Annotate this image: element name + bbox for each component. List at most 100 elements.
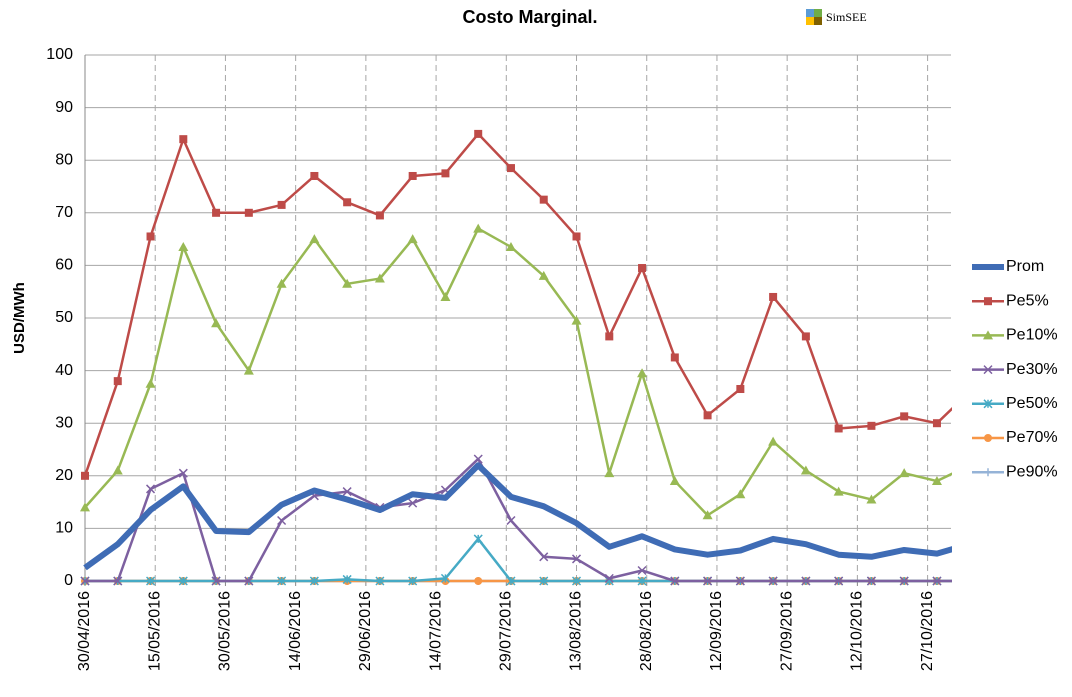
marker xyxy=(834,576,844,586)
marker xyxy=(637,368,648,378)
marker xyxy=(342,487,352,497)
marker xyxy=(244,208,253,217)
marker xyxy=(440,573,450,583)
marker xyxy=(113,377,122,386)
series-line xyxy=(85,537,952,583)
marker xyxy=(178,576,188,586)
marker xyxy=(276,278,287,288)
y-tick-label: 100 xyxy=(46,46,73,63)
series-line xyxy=(84,227,952,517)
marker xyxy=(112,465,123,475)
marker xyxy=(244,576,254,586)
x-tick-label: 29/06/2016 xyxy=(357,591,374,671)
x-tick-label: 27/09/2016 xyxy=(778,591,795,671)
marker xyxy=(342,574,352,584)
x-tick-label: 27/10/2016 xyxy=(919,591,936,671)
legend-label: Pe90% xyxy=(1006,463,1058,480)
marker xyxy=(984,297,992,306)
marker xyxy=(702,510,713,520)
x-tick-label: 30/04/2016 xyxy=(76,591,93,671)
marker xyxy=(178,468,188,478)
marker xyxy=(310,171,319,180)
marker xyxy=(833,486,844,496)
logo-icon xyxy=(806,17,814,25)
marker xyxy=(113,576,123,586)
x-tick-label: 28/08/2016 xyxy=(638,591,655,671)
marker xyxy=(277,576,287,586)
y-tick-label: 80 xyxy=(55,151,73,168)
marker xyxy=(81,471,89,480)
marker xyxy=(571,576,582,586)
y-tick-label: 90 xyxy=(55,99,73,116)
marker xyxy=(441,169,450,178)
marker xyxy=(670,353,679,362)
marker xyxy=(669,476,680,486)
logo: SimSEE xyxy=(806,9,867,25)
marker xyxy=(408,171,417,180)
marker xyxy=(309,234,320,244)
marker xyxy=(506,576,516,586)
marker xyxy=(670,576,680,586)
marker xyxy=(703,411,712,420)
marker xyxy=(146,576,156,586)
marker xyxy=(931,476,942,486)
marker xyxy=(736,385,745,394)
legend-label: Pe10% xyxy=(1006,327,1058,344)
marker xyxy=(473,223,484,233)
x-tick-label: 14/06/2016 xyxy=(287,591,304,671)
marker xyxy=(440,291,451,301)
marker xyxy=(966,577,974,585)
y-tick-label: 70 xyxy=(55,204,73,221)
marker xyxy=(638,264,647,273)
marker xyxy=(212,208,221,217)
marker xyxy=(605,332,614,341)
x-tick-label: 13/08/2016 xyxy=(568,591,585,671)
chart-title: Costo Marginal. xyxy=(462,7,597,27)
marker xyxy=(474,129,483,138)
marker xyxy=(769,292,778,301)
marker xyxy=(572,232,581,241)
marker xyxy=(571,554,582,564)
marker xyxy=(343,198,352,207)
marker xyxy=(146,232,155,241)
marker xyxy=(866,576,876,586)
marker xyxy=(538,270,549,280)
x-tick-label: 12/09/2016 xyxy=(708,591,725,671)
x-tick-label: 14/07/2016 xyxy=(427,591,444,671)
marker xyxy=(984,434,992,442)
marker xyxy=(735,489,746,499)
marker xyxy=(637,565,647,576)
marker xyxy=(867,421,876,430)
marker xyxy=(146,484,156,494)
marker xyxy=(243,365,254,375)
marker xyxy=(637,576,647,586)
logo-icon xyxy=(806,9,814,17)
y-tick-label: 0 xyxy=(64,572,73,589)
marker xyxy=(473,534,483,544)
series-line xyxy=(83,132,952,477)
marker xyxy=(768,436,779,446)
marker xyxy=(506,515,516,526)
marker xyxy=(80,576,90,586)
marker xyxy=(983,330,993,340)
marker xyxy=(703,576,713,586)
marker xyxy=(834,424,843,433)
legend-label: Pe50% xyxy=(1006,395,1058,412)
y-tick-label: 20 xyxy=(55,467,73,484)
marker xyxy=(408,498,418,508)
marker xyxy=(966,577,974,585)
marker xyxy=(866,494,877,504)
marker xyxy=(604,573,614,583)
series-line xyxy=(83,462,952,571)
legend-label: Pe70% xyxy=(1006,429,1058,446)
marker xyxy=(211,318,222,328)
logo-icon xyxy=(814,9,822,17)
marker xyxy=(309,576,319,586)
marker xyxy=(932,576,942,586)
marker xyxy=(80,502,90,512)
marker xyxy=(277,515,287,526)
marker xyxy=(145,378,156,388)
marker xyxy=(966,388,974,396)
marker xyxy=(801,332,810,341)
